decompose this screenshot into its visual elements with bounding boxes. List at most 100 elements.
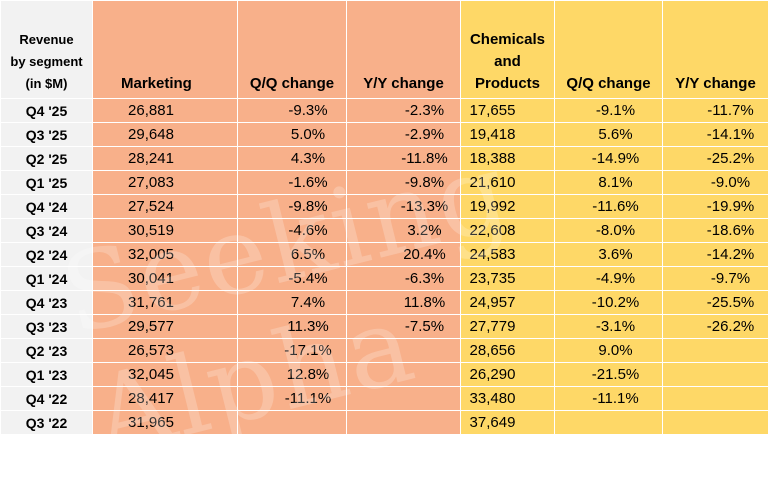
marketing-cell: 29,648 xyxy=(93,123,238,147)
marketing-qq-cell: 7.4% xyxy=(238,291,347,315)
chemicals-qq-cell: -11.6% xyxy=(555,195,663,219)
header-marketing-yy: Y/Y change xyxy=(347,1,461,99)
chemicals-qq-cell: -3.1% xyxy=(555,315,663,339)
marketing-qq-cell: -9.3% xyxy=(238,99,347,123)
marketing-qq-cell: 12.8% xyxy=(238,363,347,387)
header-marketing-qq: Q/Q change xyxy=(238,1,347,99)
marketing-qq-cell: -11.1% xyxy=(238,387,347,411)
header-chemicals-yy: Y/Y change xyxy=(663,1,768,99)
chemicals-qq-cell: -14.9% xyxy=(555,147,663,171)
marketing-yy-cell: -6.3% xyxy=(347,267,461,291)
header-chem-line-1: Chemicals xyxy=(465,29,550,51)
revenue-segment-table: Revenue by segment (in $M) Marketing Q/Q… xyxy=(0,0,768,435)
header-chemicals: Chemicals and Products xyxy=(461,1,555,99)
chemicals-cell: 18,388 xyxy=(461,147,555,171)
chemicals-qq-cell: -11.1% xyxy=(555,387,663,411)
marketing-yy-cell: -9.8% xyxy=(347,171,461,195)
marketing-qq-cell: -5.4% xyxy=(238,267,347,291)
chemicals-cell: 24,583 xyxy=(461,243,555,267)
chemicals-qq-cell: 9.0% xyxy=(555,339,663,363)
marketing-yy-cell: 11.8% xyxy=(347,291,461,315)
header-marketing: Marketing xyxy=(93,1,238,99)
marketing-cell: 27,083 xyxy=(93,171,238,195)
chemicals-qq-cell xyxy=(555,411,663,435)
marketing-cell: 29,577 xyxy=(93,315,238,339)
marketing-qq-cell: -1.6% xyxy=(238,171,347,195)
chemicals-yy-cell: -19.9% xyxy=(663,195,768,219)
marketing-cell: 30,041 xyxy=(93,267,238,291)
chemicals-cell: 33,480 xyxy=(461,387,555,411)
marketing-yy-cell: -2.3% xyxy=(347,99,461,123)
quarter-cell: Q1 '23 xyxy=(1,363,93,387)
quarter-cell: Q4 '25 xyxy=(1,99,93,123)
marketing-cell: 31,965 xyxy=(93,411,238,435)
quarter-cell: Q2 '23 xyxy=(1,339,93,363)
quarter-cell: Q4 '23 xyxy=(1,291,93,315)
chemicals-cell: 23,735 xyxy=(461,267,555,291)
chemicals-cell: 37,649 xyxy=(461,411,555,435)
marketing-qq-cell: 4.3% xyxy=(238,147,347,171)
quarter-cell: Q4 '22 xyxy=(1,387,93,411)
marketing-yy-cell: -13.3% xyxy=(347,195,461,219)
marketing-cell: 32,005 xyxy=(93,243,238,267)
chemicals-yy-cell: -25.2% xyxy=(663,147,768,171)
chemicals-cell: 28,656 xyxy=(461,339,555,363)
chemicals-cell: 26,290 xyxy=(461,363,555,387)
header-chem-line-3: Products xyxy=(465,73,550,95)
marketing-qq-cell: 11.3% xyxy=(238,315,347,339)
quarter-cell: Q3 '24 xyxy=(1,219,93,243)
marketing-cell: 32,045 xyxy=(93,363,238,387)
chemicals-yy-cell: -26.2% xyxy=(663,315,768,339)
chemicals-qq-cell: 3.6% xyxy=(555,243,663,267)
chemicals-yy-cell xyxy=(663,387,768,411)
chemicals-qq-cell: -4.9% xyxy=(555,267,663,291)
marketing-yy-cell xyxy=(347,387,461,411)
chemicals-yy-cell: -14.2% xyxy=(663,243,768,267)
chemicals-cell: 17,655 xyxy=(461,99,555,123)
quarter-cell: Q2 '24 xyxy=(1,243,93,267)
header-line-2: by segment xyxy=(5,51,88,73)
marketing-cell: 31,761 xyxy=(93,291,238,315)
quarter-cell: Q3 '25 xyxy=(1,123,93,147)
marketing-yy-cell: 3.2% xyxy=(347,219,461,243)
chemicals-yy-cell xyxy=(663,339,768,363)
chemicals-cell: 22,608 xyxy=(461,219,555,243)
marketing-cell: 26,881 xyxy=(93,99,238,123)
chemicals-cell: 19,418 xyxy=(461,123,555,147)
marketing-cell: 27,524 xyxy=(93,195,238,219)
chemicals-cell: 27,779 xyxy=(461,315,555,339)
marketing-cell: 28,417 xyxy=(93,387,238,411)
chemicals-qq-cell: 5.6% xyxy=(555,123,663,147)
marketing-qq-cell: -4.6% xyxy=(238,219,347,243)
chemicals-yy-cell: -18.6% xyxy=(663,219,768,243)
marketing-qq-cell: -9.8% xyxy=(238,195,347,219)
marketing-yy-cell: 20.4% xyxy=(347,243,461,267)
chemicals-cell: 24,957 xyxy=(461,291,555,315)
header-row: Revenue by segment (in $M) Marketing Q/Q… xyxy=(1,1,768,99)
chemicals-qq-cell: 8.1% xyxy=(555,171,663,195)
header-chem-line-2: and xyxy=(465,51,550,73)
header-line-1: Revenue xyxy=(5,29,88,51)
quarter-cell: Q1 '25 xyxy=(1,171,93,195)
chemicals-cell: 19,992 xyxy=(461,195,555,219)
marketing-yy-cell xyxy=(347,339,461,363)
marketing-qq-cell: 6.5% xyxy=(238,243,347,267)
chemicals-yy-cell: -11.7% xyxy=(663,99,768,123)
quarter-cell: Q1 '24 xyxy=(1,267,93,291)
marketing-yy-cell xyxy=(347,411,461,435)
header-chemicals-qq: Q/Q change xyxy=(555,1,663,99)
marketing-yy-cell xyxy=(347,363,461,387)
chemicals-yy-cell: -14.1% xyxy=(663,123,768,147)
chemicals-qq-cell: -8.0% xyxy=(555,219,663,243)
quarter-cell: Q3 '22 xyxy=(1,411,93,435)
marketing-yy-cell: -2.9% xyxy=(347,123,461,147)
